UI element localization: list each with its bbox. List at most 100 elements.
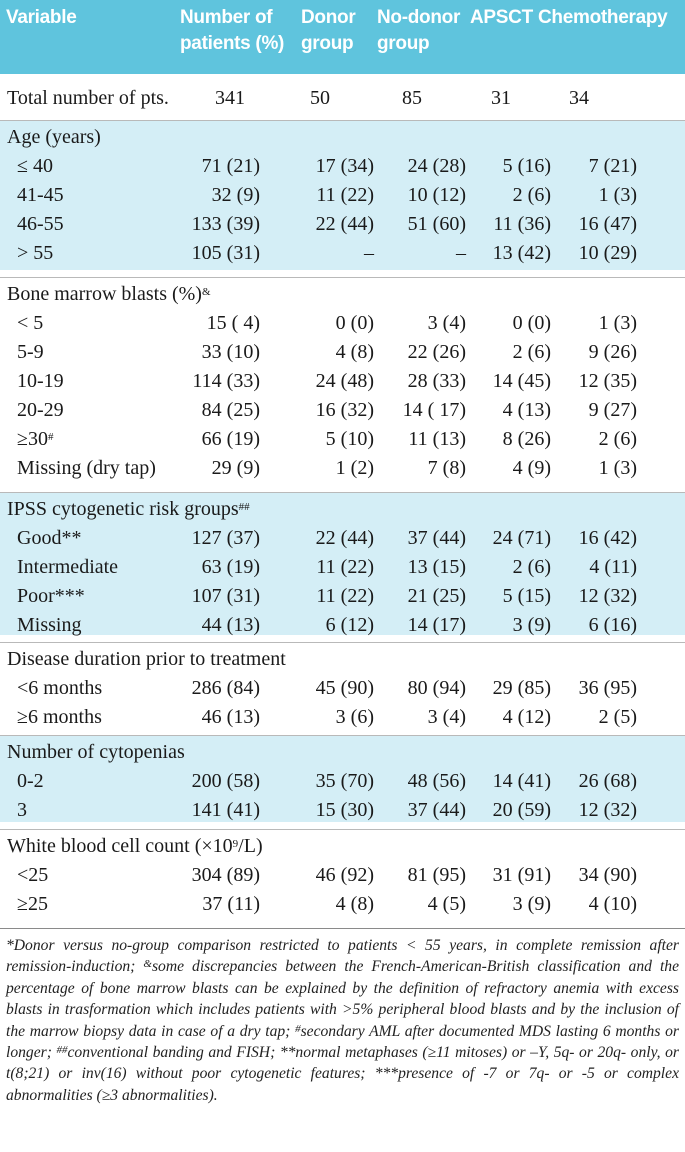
cell-value: 22 (44) [315, 527, 374, 549]
cell-value: 15 (30) [315, 799, 374, 821]
header-nodonor-line1: No-donor [377, 7, 461, 28]
footnote-part-3: secondary AML after documented MDS lasti… [6, 1022, 679, 1062]
section-band [0, 121, 685, 270]
row-label: Intermediate [17, 553, 118, 582]
cell-value: 71 (21) [201, 155, 260, 177]
cell-value: 4 (11) [589, 556, 637, 578]
row-label-sup: # [47, 431, 54, 443]
cell-value: 105 (31) [191, 242, 260, 264]
cell-value: 1 (2) [335, 457, 374, 479]
row-label: ≤ 40 [17, 152, 53, 181]
section-title: Bone marrow blasts (%)& [7, 280, 211, 309]
row-label-text: > 55 [17, 242, 54, 264]
header-number-line1: Number of [180, 7, 273, 28]
cell-value: 26 (68) [578, 770, 637, 792]
table-row: Intermediate 63 (19) 11 (22) 13 (15) 2 (6) 4 … [0, 553, 685, 582]
section-title-row: IPSS cytogenetic risk groups## [0, 495, 685, 524]
row-label: 3 [17, 796, 27, 825]
cell-value: 4 (5) [427, 893, 466, 915]
cell-value: 127 (37) [191, 527, 260, 549]
cell-value: 48 (56) [407, 770, 466, 792]
cell-value: 0 (0) [512, 312, 551, 334]
section-rule [0, 829, 685, 830]
section-title-row: Age (years) [0, 123, 685, 152]
table-footnote: *Donor versus no-group comparison restri… [6, 935, 679, 1106]
cell-value: 28 (33) [407, 370, 466, 392]
cell-value: 4 (8) [335, 893, 374, 915]
section-title-text: Bone marrow blasts (%) [7, 283, 202, 305]
row-label: 10-19 [17, 367, 64, 396]
table-row: ≥25 37 (11) 4 (8) 4 (5) 3 (9) 4 (10) [0, 890, 685, 919]
cell-value: 29 (9) [211, 457, 260, 479]
cell-value: 80 (94) [407, 677, 466, 699]
cell-value: 14 (41) [492, 770, 551, 792]
cell-value: 341 [215, 87, 245, 109]
cell-value: 11 (22) [316, 556, 374, 578]
table-row: <25 304 (89) 46 (92) 81 (95) 31 (91) 34 (90) [0, 861, 685, 890]
row-label-text: 20-29 [17, 399, 64, 421]
table-row: 46-55 133 (39) 22 (44) 51 (60) 11 (36) 16 (47… [0, 210, 685, 239]
section-title: White blood cell count (×109/L) [7, 832, 263, 861]
footnote-sup-3: ## [56, 1044, 68, 1057]
header-number: Number of patients (%) [180, 5, 284, 57]
section-title-row: Bone marrow blasts (%)& [0, 280, 685, 309]
cell-value: 3 (4) [427, 706, 466, 728]
cell-value: 200 (58) [191, 770, 260, 792]
cell-value: 2 (5) [598, 706, 637, 728]
cell-value: 16 (47) [578, 213, 637, 235]
table-row: Missing 44 (13) 6 (12) 14 (17) 3 (9) 6 (16) [0, 611, 685, 640]
row-label: < 5 [17, 309, 43, 338]
section-band [0, 493, 685, 635]
row-label-text: 3 [17, 799, 27, 821]
table-row: ≥30# 66 (19) 5 (10) 11 (13) 8 (26) 2 (6) [0, 425, 685, 454]
row-label: Missing (dry tap) [17, 454, 156, 483]
cell-value: 50 [310, 87, 330, 109]
table-row: 20-29 84 (25) 16 (32) 14 ( 17) 4 (13) 9 (27) [0, 396, 685, 425]
header-nodonor: No-donor group [377, 5, 460, 57]
cell-value: 31 (91) [492, 864, 551, 886]
cell-value: 12 (35) [578, 370, 637, 392]
header-variable: Variable [6, 5, 77, 31]
cell-value: 15 ( 4) [206, 312, 260, 334]
section-title-sup: & [201, 286, 211, 298]
cell-value: 4 (13) [502, 399, 551, 421]
row-label-text: Missing (dry tap) [17, 457, 156, 479]
section-rule [0, 120, 685, 121]
cell-value: 33 (10) [201, 341, 260, 363]
cell-value: 4 (9) [512, 457, 551, 479]
table-row: 10-19 114 (33) 24 (48) 28 (33) 14 (45) 12 (35… [0, 367, 685, 396]
footnote-sup-1: & [143, 958, 152, 971]
cell-value: 13 (42) [492, 242, 551, 264]
cell-value: 66 (19) [201, 428, 260, 450]
row-label-text: 41-45 [17, 184, 64, 206]
row-label-text: 0-2 [17, 770, 44, 792]
cell-value: 37 (44) [407, 799, 466, 821]
section-title: Disease duration prior to treatment [7, 645, 286, 674]
row-label-text: ≤ 40 [17, 155, 53, 177]
cell-value: 21 (25) [407, 585, 466, 607]
cell-value: 141 (41) [191, 799, 260, 821]
cell-value: 16 (32) [315, 399, 374, 421]
footnote-part-4: conventional banding and FISH; **normal … [6, 1044, 680, 1104]
cell-value: 12 (32) [578, 799, 637, 821]
cell-value: 304 (89) [191, 864, 260, 886]
row-label-text: < 5 [17, 312, 44, 334]
table-row: Poor*** 107 (31) 11 (22) 21 (25) 5 (15) 12 (3… [0, 582, 685, 611]
cell-value: 9 (27) [588, 399, 637, 421]
table-row: <6 months 286 (84) 45 (90) 80 (94) 29 (85) 36… [0, 674, 685, 703]
cell-value: 6 (12) [325, 614, 374, 636]
table-row: 0-2 200 (58) 35 (70) 48 (56) 14 (41) 26 (68) [0, 767, 685, 796]
header-chemo-label: Chemotherapy [538, 7, 668, 28]
section-title-tail: /L) [238, 835, 263, 857]
row-label: <6 months [17, 674, 102, 703]
cell-value: 20 (59) [492, 799, 551, 821]
cell-value: 107 (31) [191, 585, 260, 607]
row-label: Good** [17, 524, 81, 553]
row-label: 41-45 [17, 181, 64, 210]
cell-value: 114 (33) [192, 370, 260, 392]
section-title-sup: 9 [232, 838, 239, 850]
section-title-text: Age (years) [7, 126, 101, 148]
cell-value: 2 (6) [512, 184, 551, 206]
cell-value: 14 ( 17) [402, 399, 466, 421]
row-label: 46-55 [17, 210, 64, 239]
